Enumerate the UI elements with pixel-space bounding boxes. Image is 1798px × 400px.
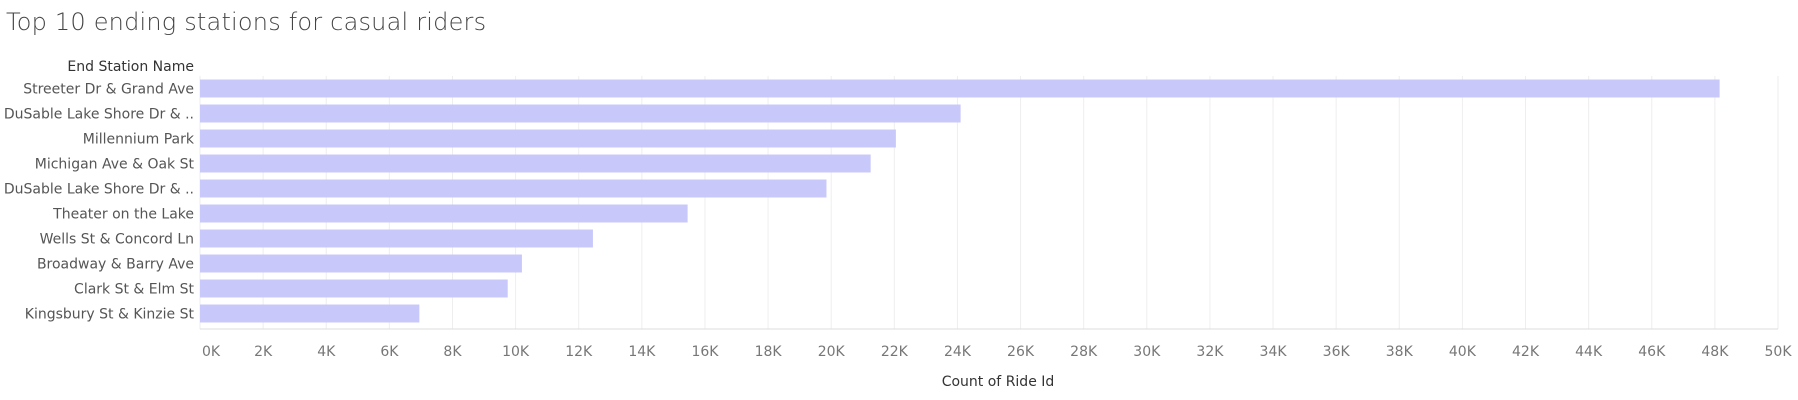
row-label: Theater on the Lake <box>52 207 194 223</box>
row-label: DuSable Lake Shore Dr & .. <box>4 182 194 198</box>
x-tick-label: 2K <box>254 344 273 360</box>
x-axis-ticks: 0K 2K 4K 6K 8K 10K 12K 14K 16K 18K 20K 22K 24K 26K 28K… <box>202 344 1792 360</box>
bar[interactable] <box>200 179 827 198</box>
row-label: DuSable Lake Shore Dr & .. <box>4 107 194 123</box>
chart-title: Top 10 ending stations for casual riders <box>6 8 487 36</box>
x-tick-label: 38K <box>1386 344 1414 360</box>
x-tick-label: 12K <box>565 344 593 360</box>
x-tick-label: 14K <box>628 344 656 360</box>
bar[interactable] <box>200 79 1720 98</box>
bar[interactable] <box>200 304 420 323</box>
row-label: Streeter Dr & Grand Ave <box>23 82 194 98</box>
row-label: Michigan Ave & Oak St <box>35 157 195 173</box>
row-label: Clark St & Elm St <box>74 282 194 298</box>
x-tick-label: 4K <box>317 344 336 360</box>
x-tick-label: 18K <box>755 344 783 360</box>
x-tick-label: 6K <box>380 344 399 360</box>
x-tick-label: 16K <box>691 344 719 360</box>
bar[interactable] <box>200 154 871 173</box>
bar[interactable] <box>200 204 688 223</box>
x-tick-label: 44K <box>1575 344 1603 360</box>
x-tick-label: 48K <box>1701 344 1729 360</box>
x-tick-label: 34K <box>1260 344 1288 360</box>
x-tick-label: 42K <box>1512 344 1540 360</box>
x-tick-label: 8K <box>443 344 462 360</box>
x-tick-label: 50K <box>1765 344 1793 360</box>
row-labels: Streeter Dr & Grand Ave DuSable Lake Shor… <box>4 82 195 323</box>
row-label: Wells St & Concord Ln <box>40 232 194 248</box>
x-tick-label: 30K <box>1133 344 1161 360</box>
x-tick-label: 24K <box>944 344 972 360</box>
x-tick-label: 22K <box>881 344 909 360</box>
x-tick-label: 32K <box>1196 344 1224 360</box>
y-axis-header: End Station Name <box>67 59 194 75</box>
row-label: Broadway & Barry Ave <box>37 257 194 273</box>
row-label: Millennium Park <box>83 132 195 148</box>
x-tick-label: 0K <box>202 344 221 360</box>
x-axis-title: Count of Ride Id <box>942 374 1055 390</box>
x-tick-label: 36K <box>1323 344 1351 360</box>
x-tick-label: 10K <box>502 344 530 360</box>
row-label: Kingsbury St & Kinzie St <box>25 307 195 323</box>
x-tick-label: 40K <box>1449 344 1477 360</box>
bar[interactable] <box>200 229 593 248</box>
bar[interactable] <box>200 279 508 298</box>
bar[interactable] <box>200 254 522 273</box>
x-tick-label: 46K <box>1638 344 1666 360</box>
bar[interactable] <box>200 104 961 123</box>
x-tick-label: 20K <box>818 344 846 360</box>
x-tick-label: 28K <box>1070 344 1098 360</box>
bar[interactable] <box>200 129 896 148</box>
x-tick-label: 26K <box>1007 344 1035 360</box>
bars <box>200 79 1720 323</box>
